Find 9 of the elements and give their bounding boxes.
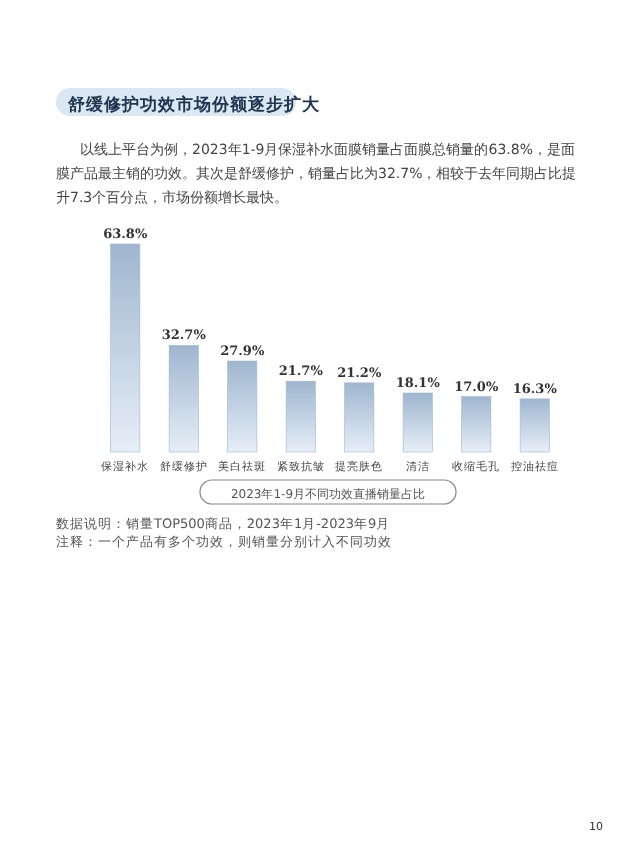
bar <box>519 398 550 453</box>
bar <box>227 360 258 453</box>
bar <box>344 382 375 453</box>
bar <box>461 396 492 453</box>
chart-title: 舒缓修护功效市场份额逐步扩大 <box>66 94 322 116</box>
bar <box>402 392 433 453</box>
bar <box>168 345 199 453</box>
bar <box>110 243 141 453</box>
bar <box>285 380 316 453</box>
